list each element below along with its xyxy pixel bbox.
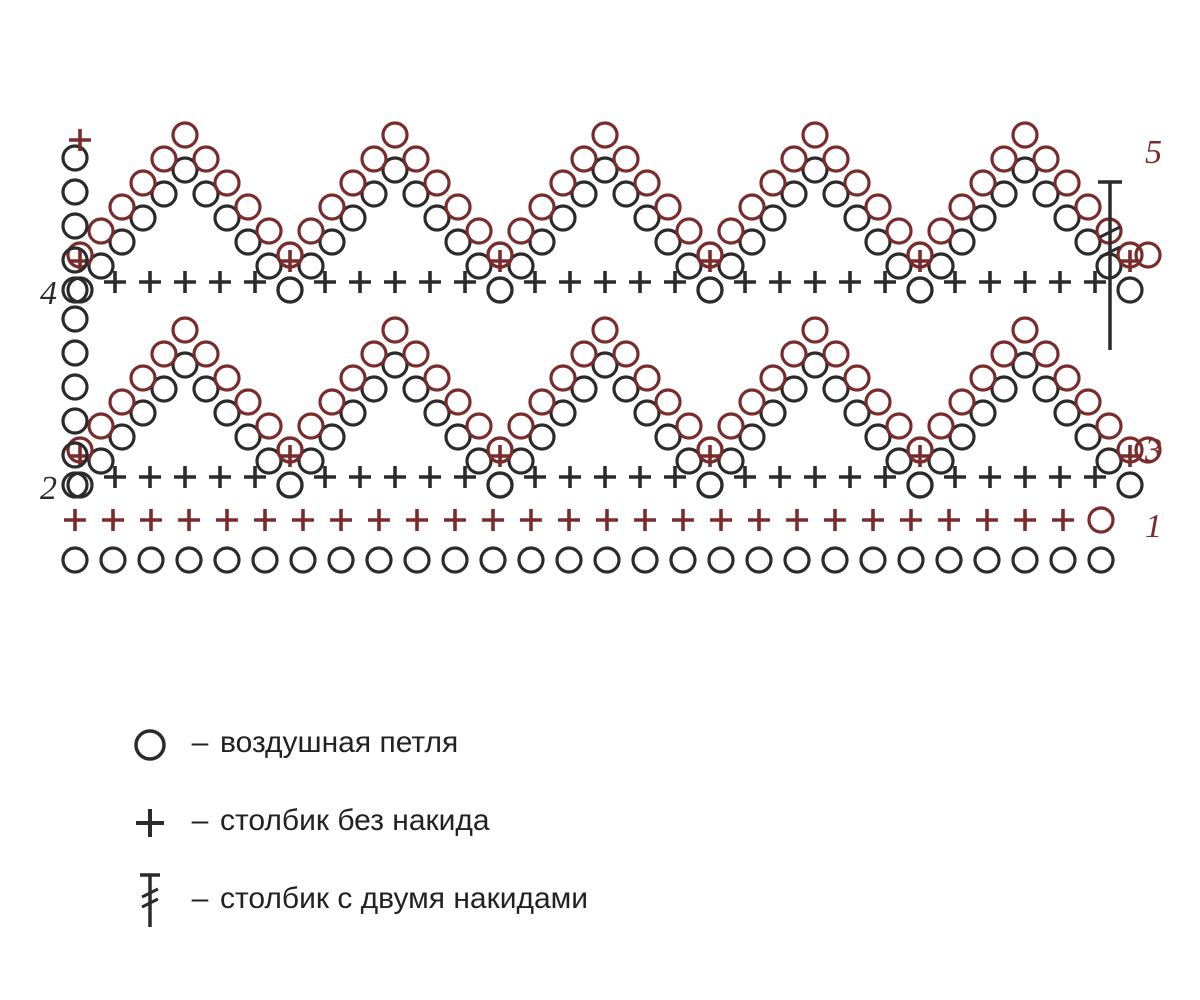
- legend-item-dtr: – столбик с двумя накидами: [120, 876, 588, 926]
- double-treble-icon: [120, 876, 180, 926]
- legend-text-dtr: столбик с двумя накидами: [220, 876, 588, 917]
- row-label-1: 1: [1145, 508, 1162, 546]
- row-label-5: 5: [1145, 134, 1162, 172]
- chain-stitch-icon: [120, 720, 180, 770]
- legend-dash: –: [180, 798, 220, 838]
- legend-text-chain: воздушная петля: [220, 720, 458, 761]
- row-label-4: 4: [40, 275, 57, 313]
- legend-dash: –: [180, 720, 220, 760]
- row-label-3: 3: [1145, 432, 1162, 470]
- row-label-2: 2: [40, 470, 57, 508]
- legend: – воздушная петля – столбик без накида –…: [120, 720, 588, 954]
- legend-dash: –: [180, 876, 220, 916]
- legend-item-chain: – воздушная петля: [120, 720, 588, 770]
- legend-item-sc: – столбик без накида: [120, 798, 588, 848]
- single-crochet-icon: [120, 798, 180, 848]
- legend-text-sc: столбик без накида: [220, 798, 490, 839]
- crochet-diagram: [0, 0, 1200, 680]
